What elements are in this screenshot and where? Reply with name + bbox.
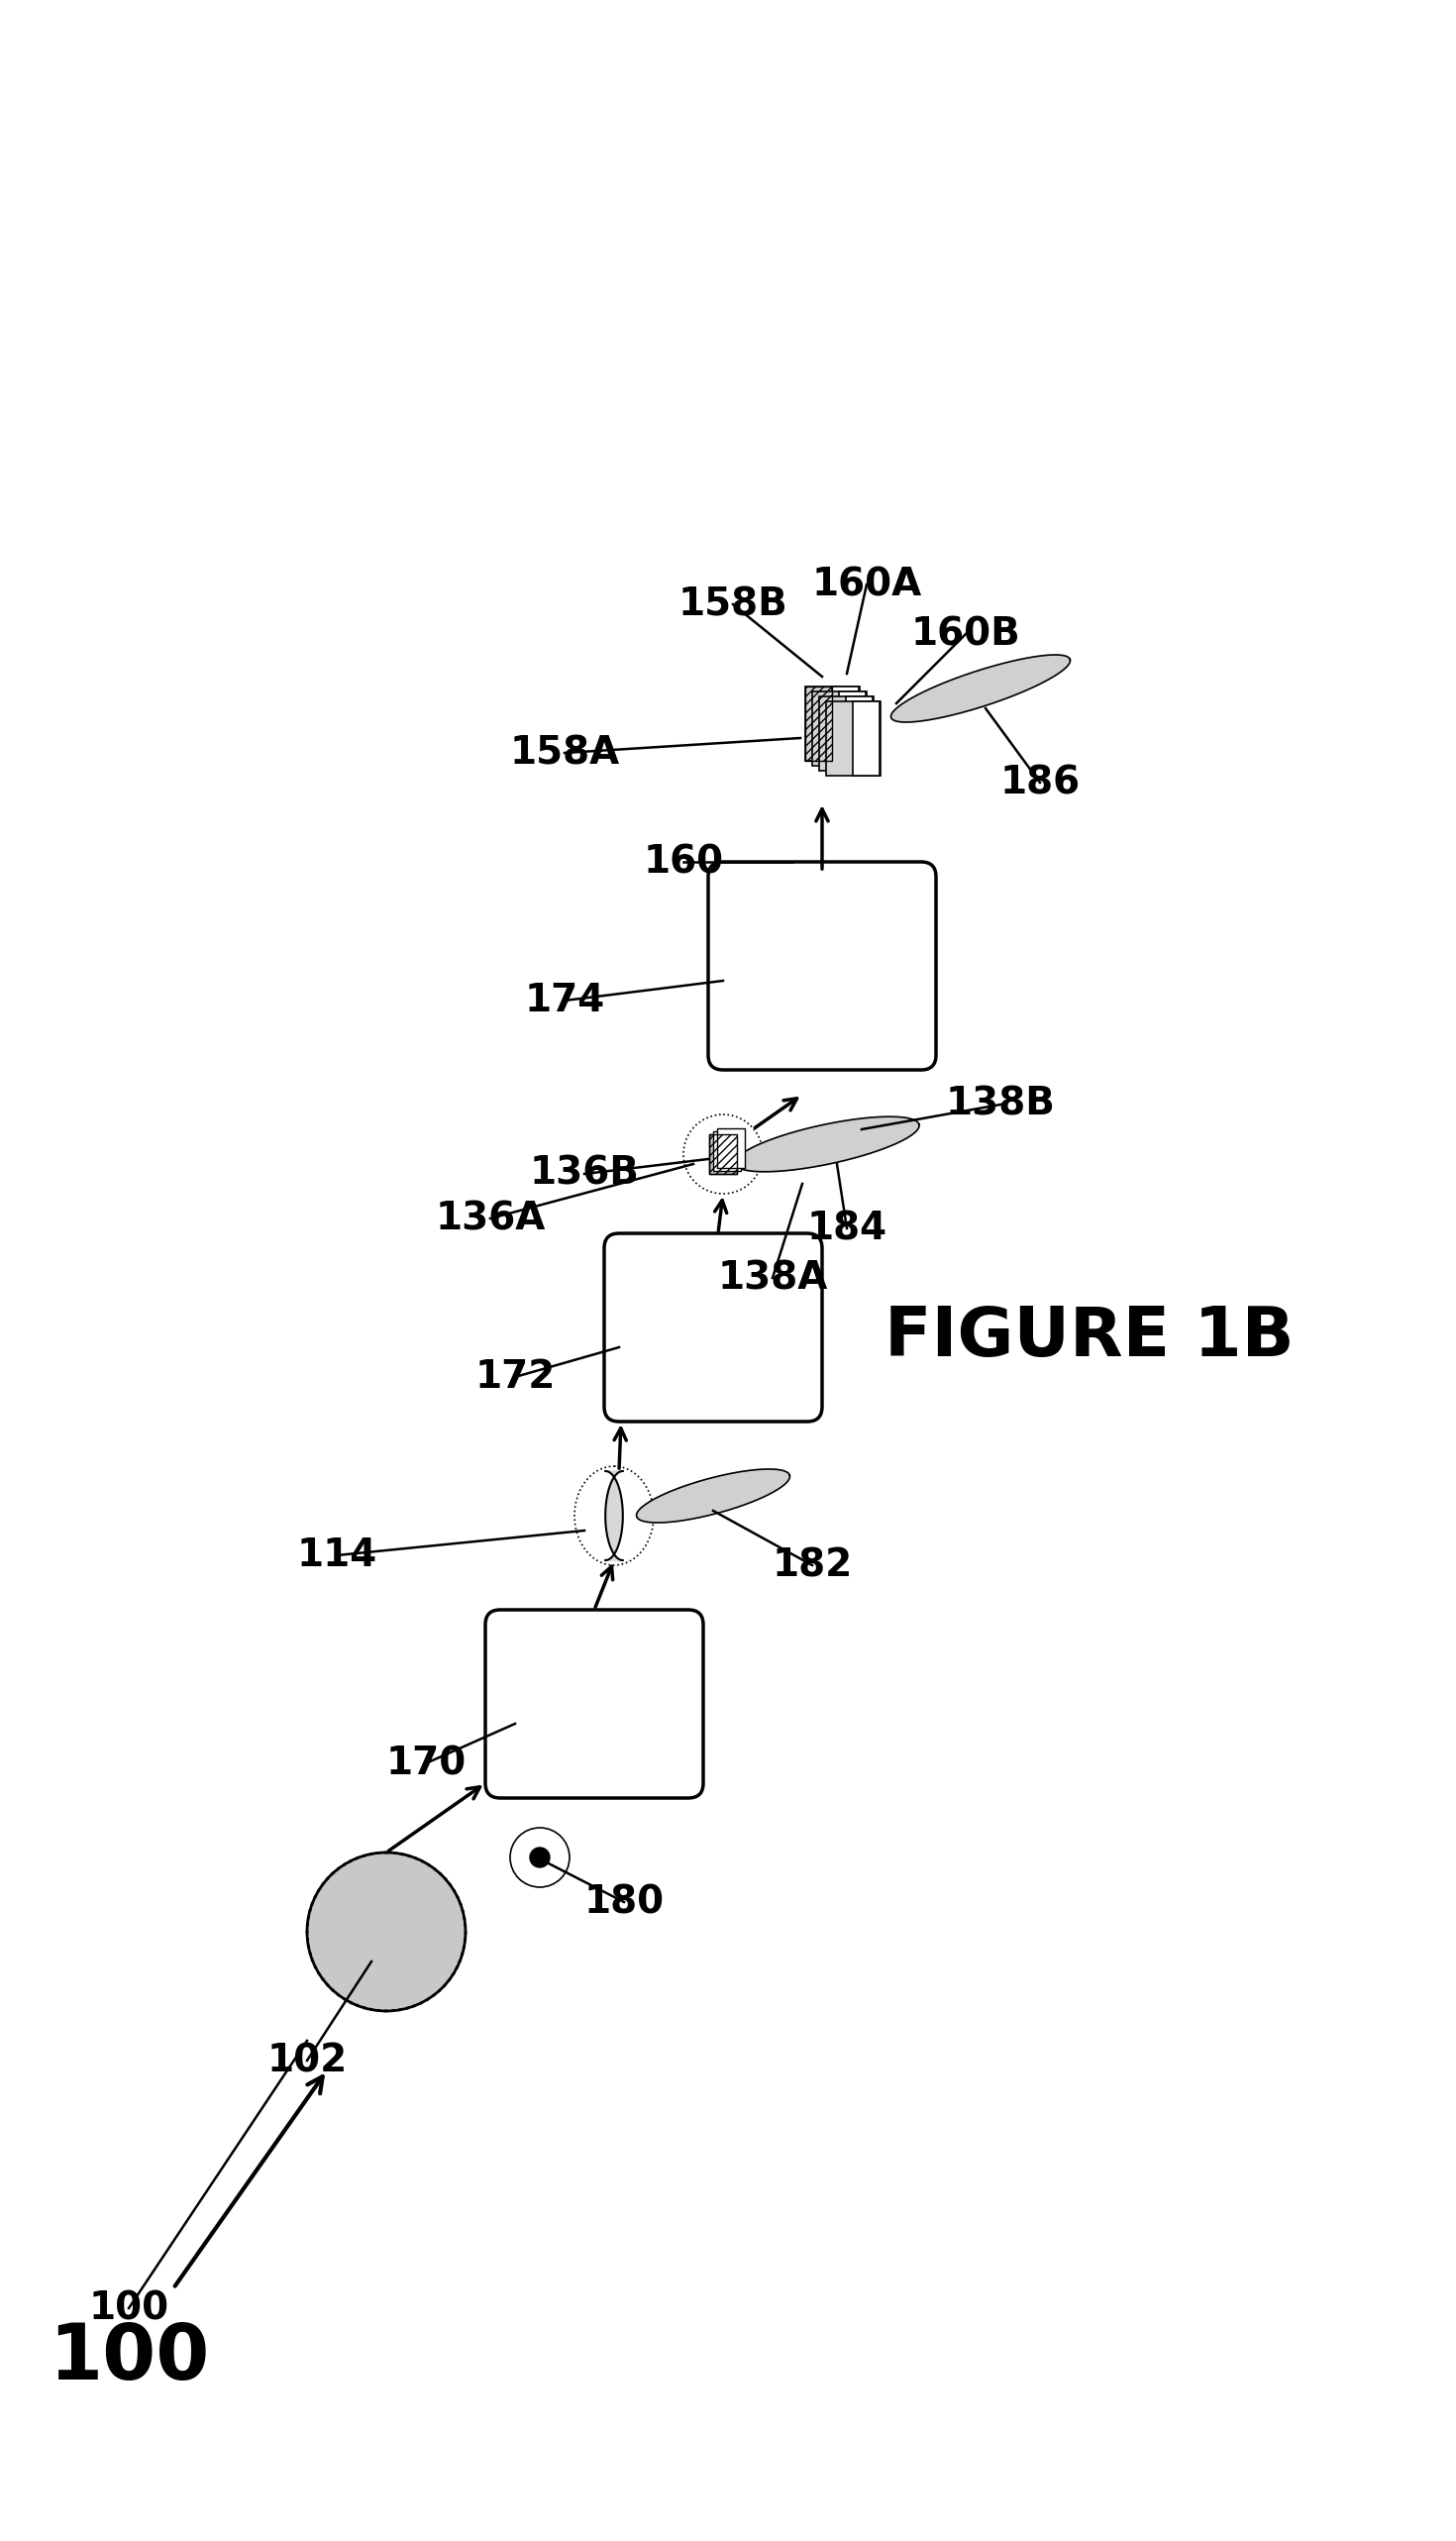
Polygon shape: [606, 1471, 623, 1560]
Bar: [709, 1133, 737, 1174]
Text: 182: 182: [772, 1547, 852, 1583]
Text: 138A: 138A: [718, 1260, 827, 1296]
Bar: [812, 691, 866, 765]
Bar: [709, 1133, 737, 1174]
Bar: [846, 696, 872, 770]
Bar: [713, 1131, 741, 1171]
Bar: [805, 686, 859, 760]
Bar: [831, 686, 859, 760]
Text: 136B: 136B: [530, 1156, 639, 1192]
Bar: [718, 1128, 745, 1169]
FancyBboxPatch shape: [485, 1611, 703, 1799]
FancyBboxPatch shape: [604, 1232, 823, 1420]
Text: 100: 100: [48, 2320, 210, 2396]
Text: 102: 102: [266, 2043, 348, 2079]
FancyBboxPatch shape: [708, 861, 936, 1070]
Bar: [820, 696, 874, 770]
Text: 160A: 160A: [811, 567, 922, 602]
Text: 114: 114: [297, 1537, 377, 1573]
Bar: [839, 691, 866, 765]
Text: 138B: 138B: [945, 1085, 1056, 1123]
Ellipse shape: [307, 1852, 466, 2010]
Text: 160: 160: [644, 844, 724, 882]
Text: 158B: 158B: [678, 584, 788, 623]
Text: 186: 186: [1000, 765, 1080, 800]
Text: 160B: 160B: [911, 615, 1021, 653]
Text: 170: 170: [386, 1746, 466, 1781]
Bar: [826, 701, 881, 775]
Text: 158A: 158A: [510, 734, 620, 772]
Text: FIGURE 1B: FIGURE 1B: [885, 1304, 1294, 1370]
Text: 172: 172: [475, 1359, 555, 1395]
Text: 136A: 136A: [435, 1199, 546, 1237]
Bar: [805, 686, 831, 760]
Bar: [853, 701, 879, 775]
Polygon shape: [891, 656, 1070, 722]
Text: 174: 174: [524, 981, 604, 1019]
Polygon shape: [636, 1469, 789, 1522]
Polygon shape: [735, 1115, 919, 1171]
Text: 100: 100: [89, 2289, 169, 2328]
Text: 184: 184: [807, 1210, 887, 1248]
Circle shape: [530, 1847, 550, 1868]
Text: 180: 180: [584, 1883, 664, 1921]
